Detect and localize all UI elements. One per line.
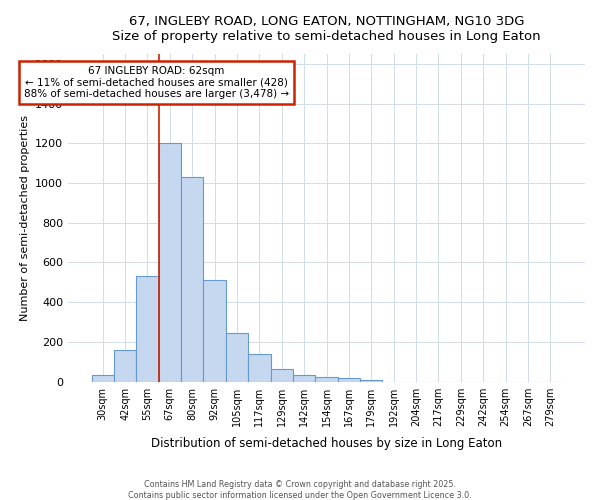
Bar [316,376,338,382]
Title: 67, INGLEBY ROAD, LONG EATON, NOTTINGHAM, NG10 3DG
Size of property relative to : 67, INGLEBY ROAD, LONG EATON, NOTTINGHAM… [112,15,541,43]
Bar [114,350,136,382]
Bar [271,368,293,382]
Bar [248,354,271,382]
Bar [203,280,226,382]
Bar [293,374,316,382]
Bar [92,374,114,382]
Bar [181,177,203,382]
Text: 67 INGLEBY ROAD: 62sqm
← 11% of semi-detached houses are smaller (428)
88% of se: 67 INGLEBY ROAD: 62sqm ← 11% of semi-det… [24,66,289,99]
Bar [226,333,248,382]
Bar [158,144,181,382]
Y-axis label: Number of semi-detached properties: Number of semi-detached properties [20,115,29,321]
Bar [338,378,360,382]
Bar [136,276,158,382]
X-axis label: Distribution of semi-detached houses by size in Long Eaton: Distribution of semi-detached houses by … [151,437,502,450]
Bar [360,380,382,382]
Text: Contains HM Land Registry data © Crown copyright and database right 2025.
Contai: Contains HM Land Registry data © Crown c… [128,480,472,500]
